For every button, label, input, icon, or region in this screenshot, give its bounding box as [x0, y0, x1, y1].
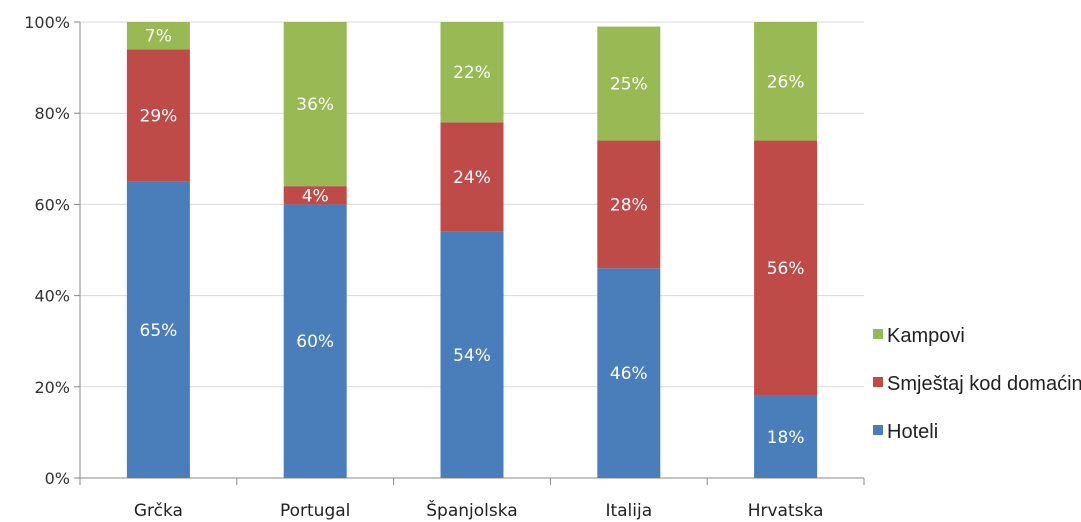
x-category-label: Španjolska — [426, 499, 517, 521]
data-label: 36% — [296, 95, 334, 115]
legend-swatch — [873, 425, 883, 435]
y-tick-label: 60% — [34, 195, 70, 214]
x-category-label: Italija — [605, 501, 652, 521]
data-label: 46% — [610, 364, 648, 384]
data-label: 26% — [767, 72, 805, 92]
legend: Kampovi Smještaj kod domaćina Hoteli — [873, 325, 1081, 443]
data-label: 7% — [145, 27, 172, 47]
bar-segment — [283, 22, 347, 187]
bars — [126, 22, 818, 478]
bar-segment — [754, 22, 818, 141]
legend-label: Smještaj kod domaćina — [887, 373, 1081, 395]
data-label: 18% — [767, 428, 805, 448]
legend-label: Hoteli — [887, 421, 938, 443]
x-category-label: Hrvatska — [748, 501, 824, 521]
data-label: 65% — [140, 321, 178, 341]
y-tick-label: 20% — [34, 378, 70, 397]
bar-segment — [440, 231, 504, 478]
bar-segment — [126, 181, 190, 478]
legend-swatch — [873, 377, 883, 387]
data-label: 60% — [296, 332, 334, 352]
legend-swatch — [873, 329, 883, 339]
y-tick-label: 80% — [34, 104, 70, 123]
y-tick-label: 40% — [34, 287, 70, 306]
x-category-label: Portugal — [280, 501, 350, 521]
bar-segment — [440, 22, 504, 123]
bar-segment — [283, 204, 347, 478]
data-labels: 65% 29% 7% 60% 4% 36% 54% 24% 22% 46% 28% 25% 18% 56%… — [140, 27, 805, 448]
data-label: 56% — [767, 259, 805, 279]
bar-segment — [597, 140, 661, 269]
y-tick-label: 100% — [24, 13, 70, 32]
data-label: 24% — [453, 168, 491, 188]
data-label: 54% — [453, 346, 491, 366]
x-category-label: Grčka — [134, 501, 183, 521]
data-label: 22% — [453, 63, 491, 83]
bar-segment — [597, 268, 661, 478]
bar-segment — [440, 122, 504, 232]
data-label: 25% — [610, 75, 648, 95]
bar-segment — [597, 26, 661, 141]
data-label: 4% — [302, 186, 329, 206]
data-label: 29% — [140, 106, 178, 126]
bar-segment — [126, 22, 190, 50]
bar-segment — [283, 186, 347, 205]
legend-label: Kampovi — [887, 325, 965, 347]
data-label: 28% — [610, 195, 648, 215]
y-tick-label: 0% — [45, 469, 70, 488]
bar-segment — [754, 140, 818, 396]
bar-segment — [754, 395, 818, 478]
axes: 0% 20% 40% 60% 80% 100% Grčka Portugal Španjolsk… — [24, 13, 865, 521]
bar-segment — [126, 49, 190, 182]
